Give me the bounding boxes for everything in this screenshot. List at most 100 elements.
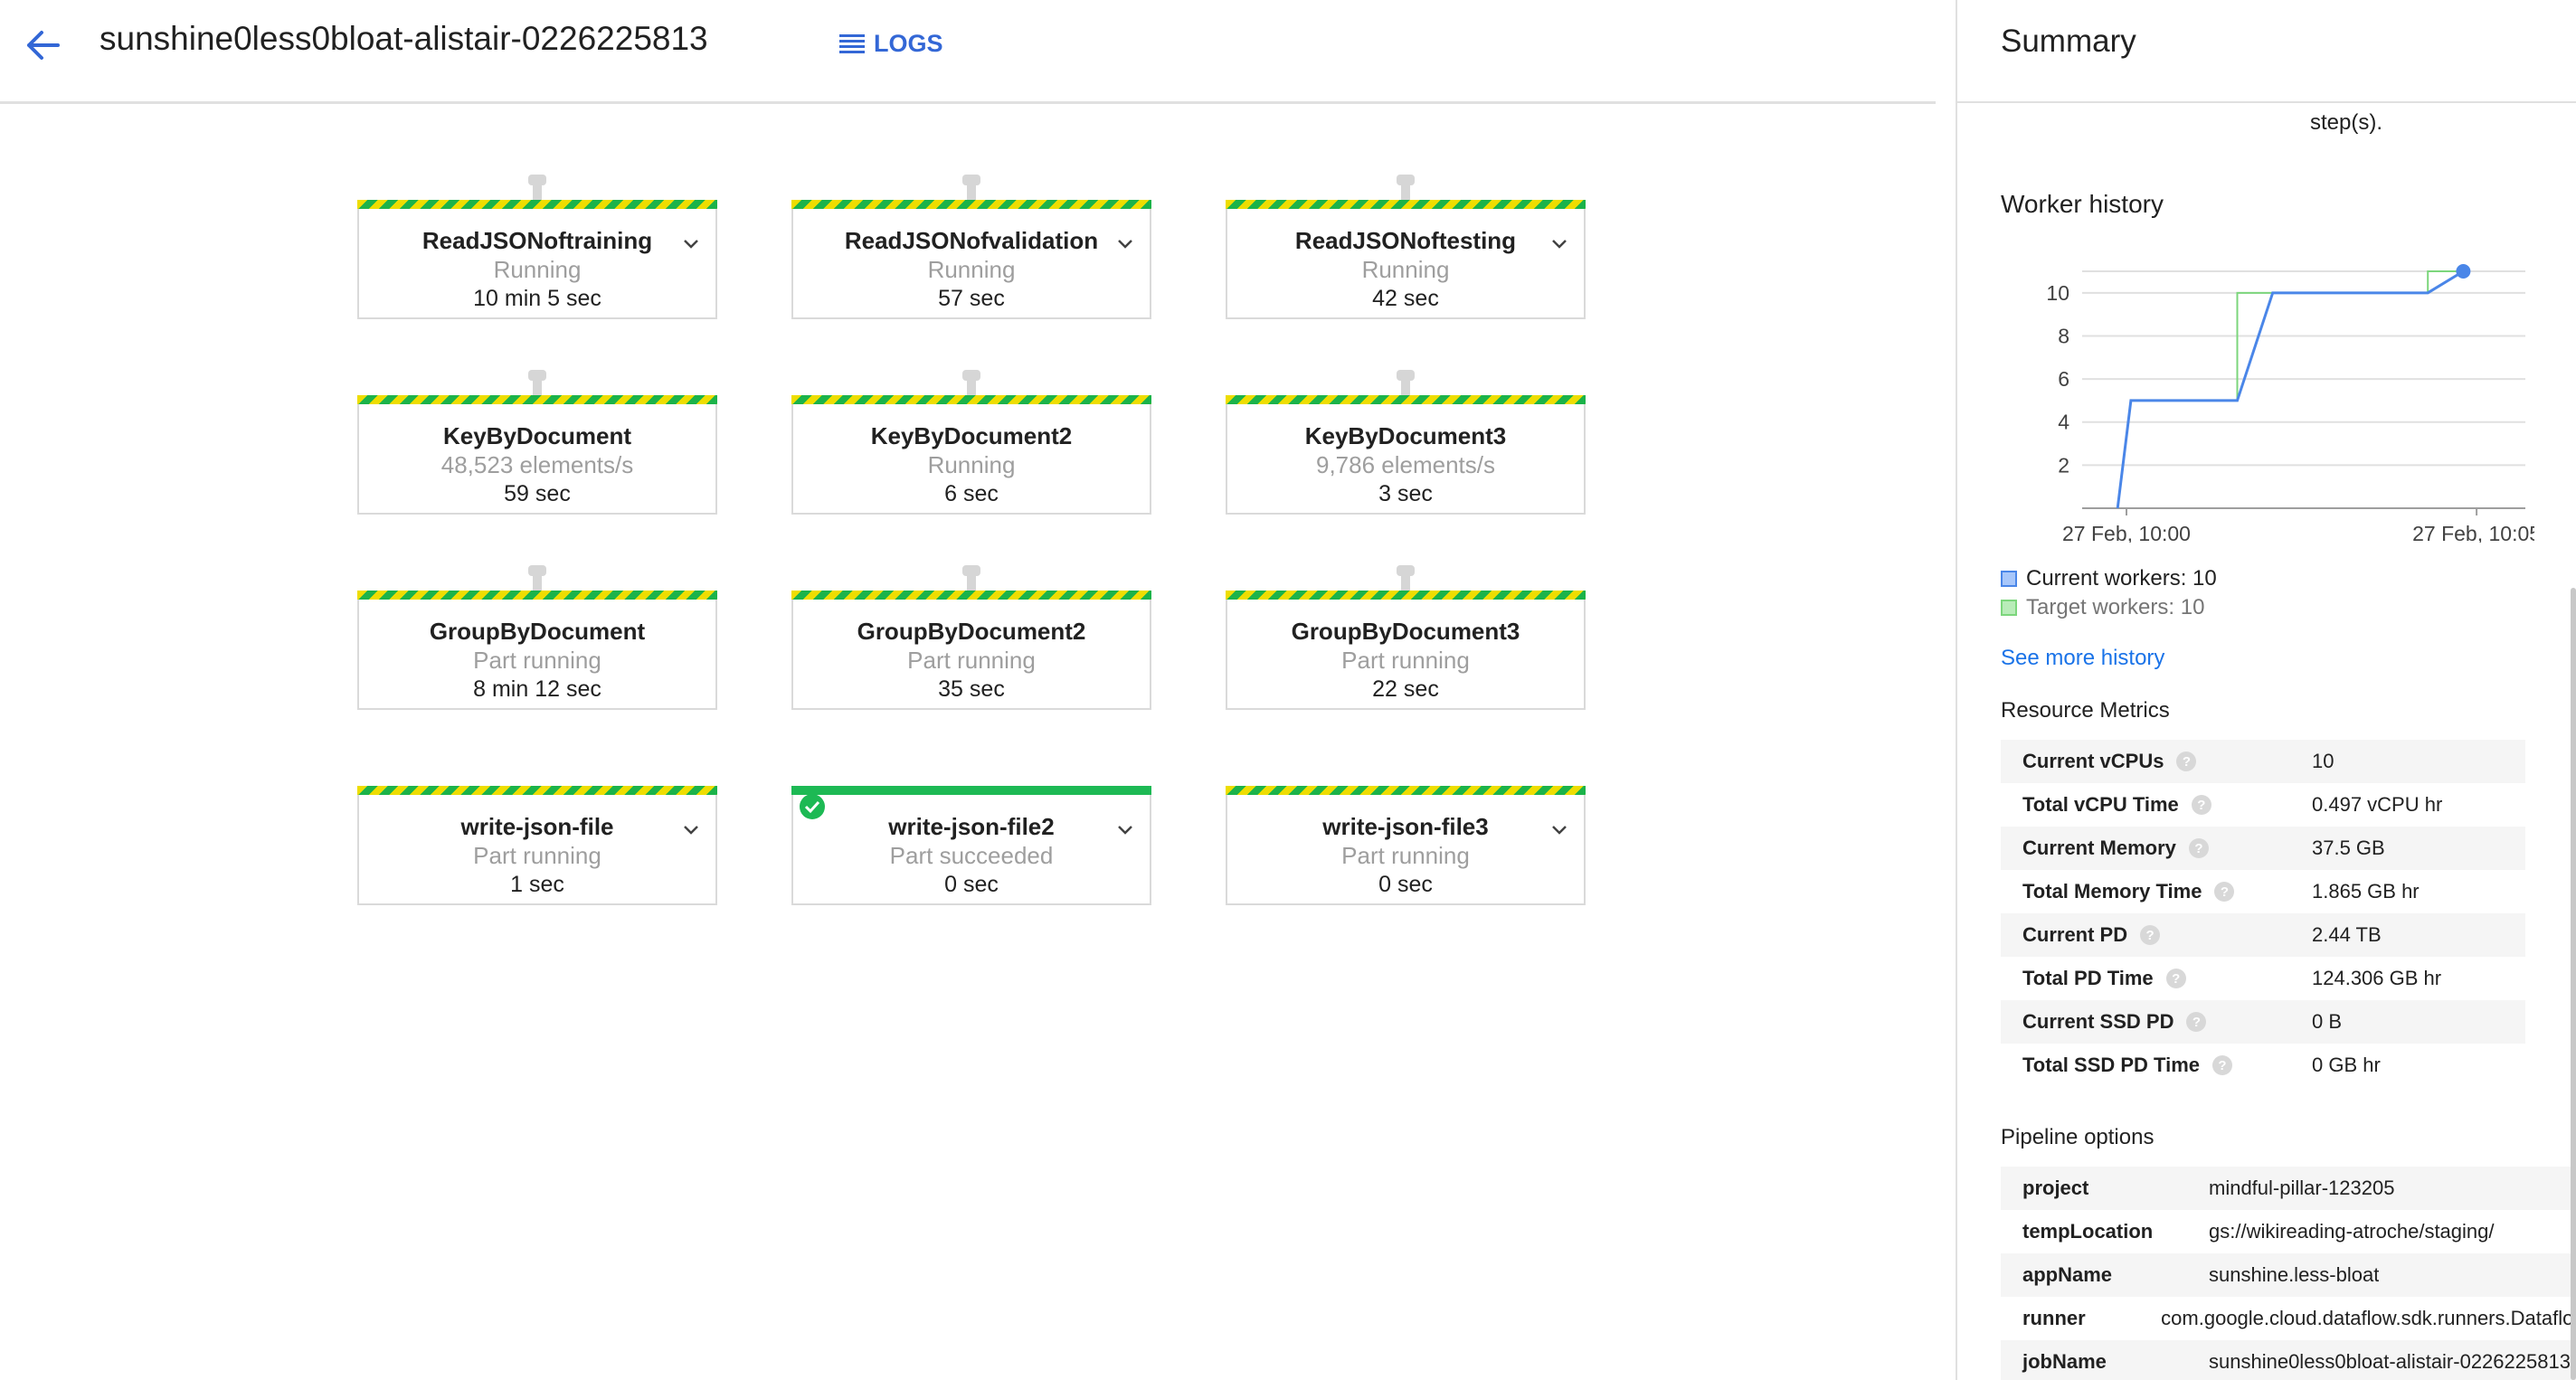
step-node[interactable]: ReadJSONofvalidation Running 57 sec — [791, 200, 1151, 319]
y-tick-label: 6 — [2058, 367, 2069, 391]
step-duration: 35 sec — [938, 676, 1005, 702]
metric-row: Total Memory Time? 1.865 GB hr — [2001, 870, 2525, 913]
help-icon[interactable]: ? — [2212, 1055, 2233, 1075]
help-icon[interactable]: ? — [2186, 1012, 2207, 1032]
chevron-down-icon[interactable] — [1548, 232, 1571, 256]
x-tick-label: 27 Feb, 10:05 — [2412, 522, 2534, 543]
step-node[interactable]: KeyByDocument2 Running 6 sec — [791, 395, 1151, 515]
current-workers-line — [2116, 269, 2465, 509]
option-row: tempLocation gs://wikireading-atroche/sta… — [2001, 1210, 2576, 1253]
legend-current-workers: Current workers: 10 — [2001, 566, 2217, 591]
help-icon[interactable]: ? — [2188, 838, 2209, 858]
logs-button[interactable]: LOGS — [839, 25, 943, 61]
step-name: write-json-file3 — [1322, 813, 1489, 840]
step-name: GroupByDocument2 — [857, 618, 1086, 645]
y-tick-label: 4 — [2058, 411, 2069, 434]
panel-scrollbar[interactable] — [2571, 588, 2576, 1380]
metric-row: Current PD? 2.44 TB — [2001, 913, 2525, 957]
option-value: sunshine0less0bloat-alistair-0226225813 — [2209, 1350, 2571, 1373]
step-node[interactable]: KeyByDocument 48,523 elements/s 59 sec — [357, 395, 717, 515]
metric-key-label: Current Memory — [2022, 837, 2176, 859]
step-status: Part running — [473, 647, 601, 674]
metric-key: Total Memory Time? — [2001, 880, 2312, 903]
step-node[interactable]: ReadJSONoftesting Running 42 sec — [1226, 200, 1586, 319]
metric-value: 0 GB hr — [2312, 1054, 2381, 1076]
option-key: appName — [2022, 1263, 2113, 1286]
step-status: Part running — [907, 647, 1036, 674]
chevron-down-icon[interactable] — [679, 818, 703, 842]
y-tick-label: 10 — [2046, 281, 2069, 305]
step-progress-stripe — [791, 786, 1151, 795]
metric-row: Current SSD PD? 0 B — [2001, 1000, 2525, 1044]
step-node[interactable]: GroupByDocument2 Part running 35 sec — [791, 591, 1151, 710]
chevron-down-icon[interactable] — [1548, 818, 1571, 842]
metric-row: Current Memory? 37.5 GB — [2001, 827, 2525, 870]
metric-row: Current vCPUs? 10 — [2001, 740, 2525, 783]
step-node[interactable]: write-json-file Part running 1 sec — [357, 786, 717, 905]
metric-value: 0 B — [2312, 1010, 2343, 1033]
pipeline-options-title: Pipeline options — [2001, 1125, 2155, 1149]
metric-value: 10 — [2312, 750, 2334, 772]
metric-key-label: Total Memory Time — [2022, 880, 2202, 903]
step-name: write-json-file — [460, 813, 614, 840]
step-status: Running — [927, 451, 1016, 478]
metric-value: 2.44 TB — [2312, 923, 2382, 946]
step-progress-stripe — [1226, 591, 1586, 600]
step-status: 9,786 elements/s — [1315, 451, 1495, 478]
steps-note-tail: step(s). — [2310, 110, 2383, 135]
worker-history-title: Worker history — [2001, 190, 2164, 218]
metric-value: 124.306 GB hr — [2312, 967, 2442, 989]
metric-key-label: Total SSD PD Time — [2022, 1054, 2201, 1076]
x-tick-label: 27 Feb, 10:00 — [2062, 522, 2191, 543]
step-status: Part running — [1341, 842, 1470, 869]
panel-divider — [1956, 0, 1957, 1380]
pipeline-options-table: project mindful-pillar-123205 tempLocatio… — [2001, 1167, 2576, 1380]
step-name: KeyByDocument3 — [1304, 422, 1507, 449]
check-circle-icon — [800, 794, 825, 819]
job-header: sunshine0less0bloat-alistair-0226225813 … — [0, 0, 1936, 104]
chevron-down-icon[interactable] — [1113, 818, 1137, 842]
metric-key-label: Total vCPU Time — [2022, 793, 2179, 816]
metric-key: Total SSD PD Time? — [2001, 1054, 2312, 1077]
step-status: Running — [493, 256, 582, 283]
legend-target-workers: Target workers: 10 — [2001, 595, 2204, 620]
legend-swatch-target — [2001, 600, 2017, 616]
step-name: ReadJSONofvalidation — [844, 227, 1099, 254]
metric-key: Current Memory? — [2001, 837, 2312, 860]
step-node[interactable]: write-json-file3 Part running 0 sec — [1226, 786, 1586, 905]
step-duration: 10 min 5 sec — [473, 286, 601, 311]
step-progress-stripe — [791, 395, 1151, 404]
help-icon[interactable]: ? — [2176, 751, 2197, 771]
option-key: tempLocation — [2022, 1220, 2154, 1243]
help-icon[interactable]: ? — [2191, 795, 2211, 815]
step-progress-stripe — [1226, 200, 1586, 209]
step-duration: 42 sec — [1372, 286, 1439, 311]
option-value: com.google.cloud.dataflow.sdk.runners.Da… — [2161, 1307, 2576, 1329]
option-value: mindful-pillar-123205 — [2209, 1177, 2395, 1199]
step-node[interactable]: GroupByDocument3 Part running 22 sec — [1226, 591, 1586, 710]
worker-history-chart: 2 4 6 8 10 27 Feb, 10:00 27 Feb, 10:05 — [2046, 264, 2534, 543]
chevron-down-icon[interactable] — [679, 232, 703, 256]
step-duration: 59 sec — [504, 481, 571, 506]
help-icon[interactable]: ? — [2214, 882, 2235, 902]
chevron-down-icon[interactable] — [1113, 232, 1137, 256]
step-progress-stripe — [357, 786, 717, 795]
summary-header: Summary — [1957, 0, 2576, 103]
summary-title: Summary — [2001, 24, 2136, 59]
option-key: runner — [2022, 1307, 2086, 1329]
metric-key-label: Current vCPUs — [2022, 750, 2164, 772]
step-node[interactable]: ReadJSONoftraining Running 10 min 5 sec — [357, 200, 717, 319]
step-node[interactable]: GroupByDocument Part running 8 min 12 se… — [357, 591, 717, 710]
metric-key: Current SSD PD? — [2001, 1010, 2312, 1034]
step-node[interactable]: KeyByDocument3 9,786 elements/s 3 sec — [1226, 395, 1586, 515]
option-value: sunshine.less-bloat — [2209, 1263, 2380, 1286]
help-icon[interactable]: ? — [2165, 969, 2186, 988]
step-node[interactable]: write-json-file2 Part succeeded 0 sec — [791, 786, 1151, 905]
step-name: write-json-file2 — [888, 813, 1055, 840]
see-more-history-link[interactable]: See more history — [2001, 646, 2165, 670]
help-icon[interactable]: ? — [2140, 925, 2161, 945]
back-arrow-icon[interactable] — [16, 22, 74, 69]
metric-key: Total PD Time? — [2001, 967, 2312, 990]
metric-row: Total PD Time? 124.306 GB hr — [2001, 957, 2525, 1000]
logs-label: LOGS — [874, 29, 943, 57]
